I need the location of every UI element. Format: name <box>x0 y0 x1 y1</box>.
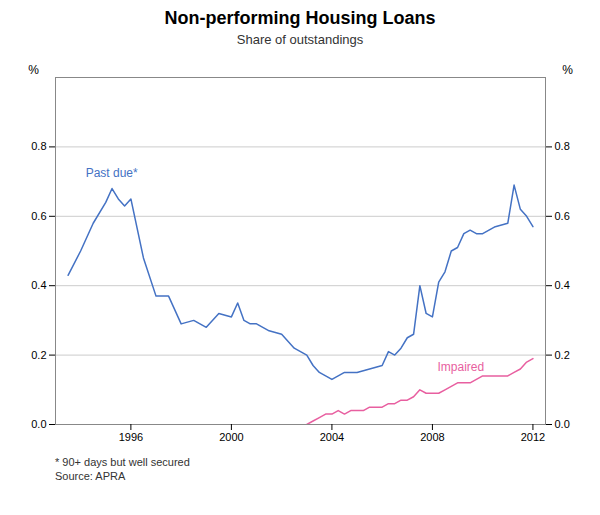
html-text:Share of outstandings: Share of outstandings <box>236 32 364 47</box>
svg-text:0.6: 0.6 <box>555 210 570 222</box>
svg-text:0.4: 0.4 <box>31 279 46 291</box>
svg-text:0.2: 0.2 <box>555 349 570 361</box>
svg-text:2000: 2000 <box>219 431 243 443</box>
svg-text:1996: 1996 <box>119 431 143 443</box>
svg-text:0.0: 0.0 <box>555 418 570 430</box>
svg-text:0.0: 0.0 <box>31 418 46 430</box>
svg-text:0.8: 0.8 <box>555 140 570 152</box>
svg-text:0.6: 0.6 <box>31 210 46 222</box>
svg-text:2004: 2004 <box>320 431 344 443</box>
svg-text:Impaired: Impaired <box>437 360 484 374</box>
svg-text:Past due*: Past due* <box>86 166 138 180</box>
svg-text:0.4: 0.4 <box>555 279 570 291</box>
svg-text:%: % <box>562 63 573 77</box>
svg-text:0.8: 0.8 <box>31 140 46 152</box>
svg-text:0.2: 0.2 <box>31 349 46 361</box>
html-text:Non-performing Housing Loans: Non-performing Housing Loans <box>164 8 436 28</box>
svg-text:%: % <box>28 63 39 77</box>
svg-text:2012: 2012 <box>521 431 545 443</box>
html-text:* 90+ days but well secured: * 90+ days but well secured <box>55 456 190 468</box>
svg-text:2008: 2008 <box>420 431 444 443</box>
html-text:Source: APRA: Source: APRA <box>55 470 126 482</box>
